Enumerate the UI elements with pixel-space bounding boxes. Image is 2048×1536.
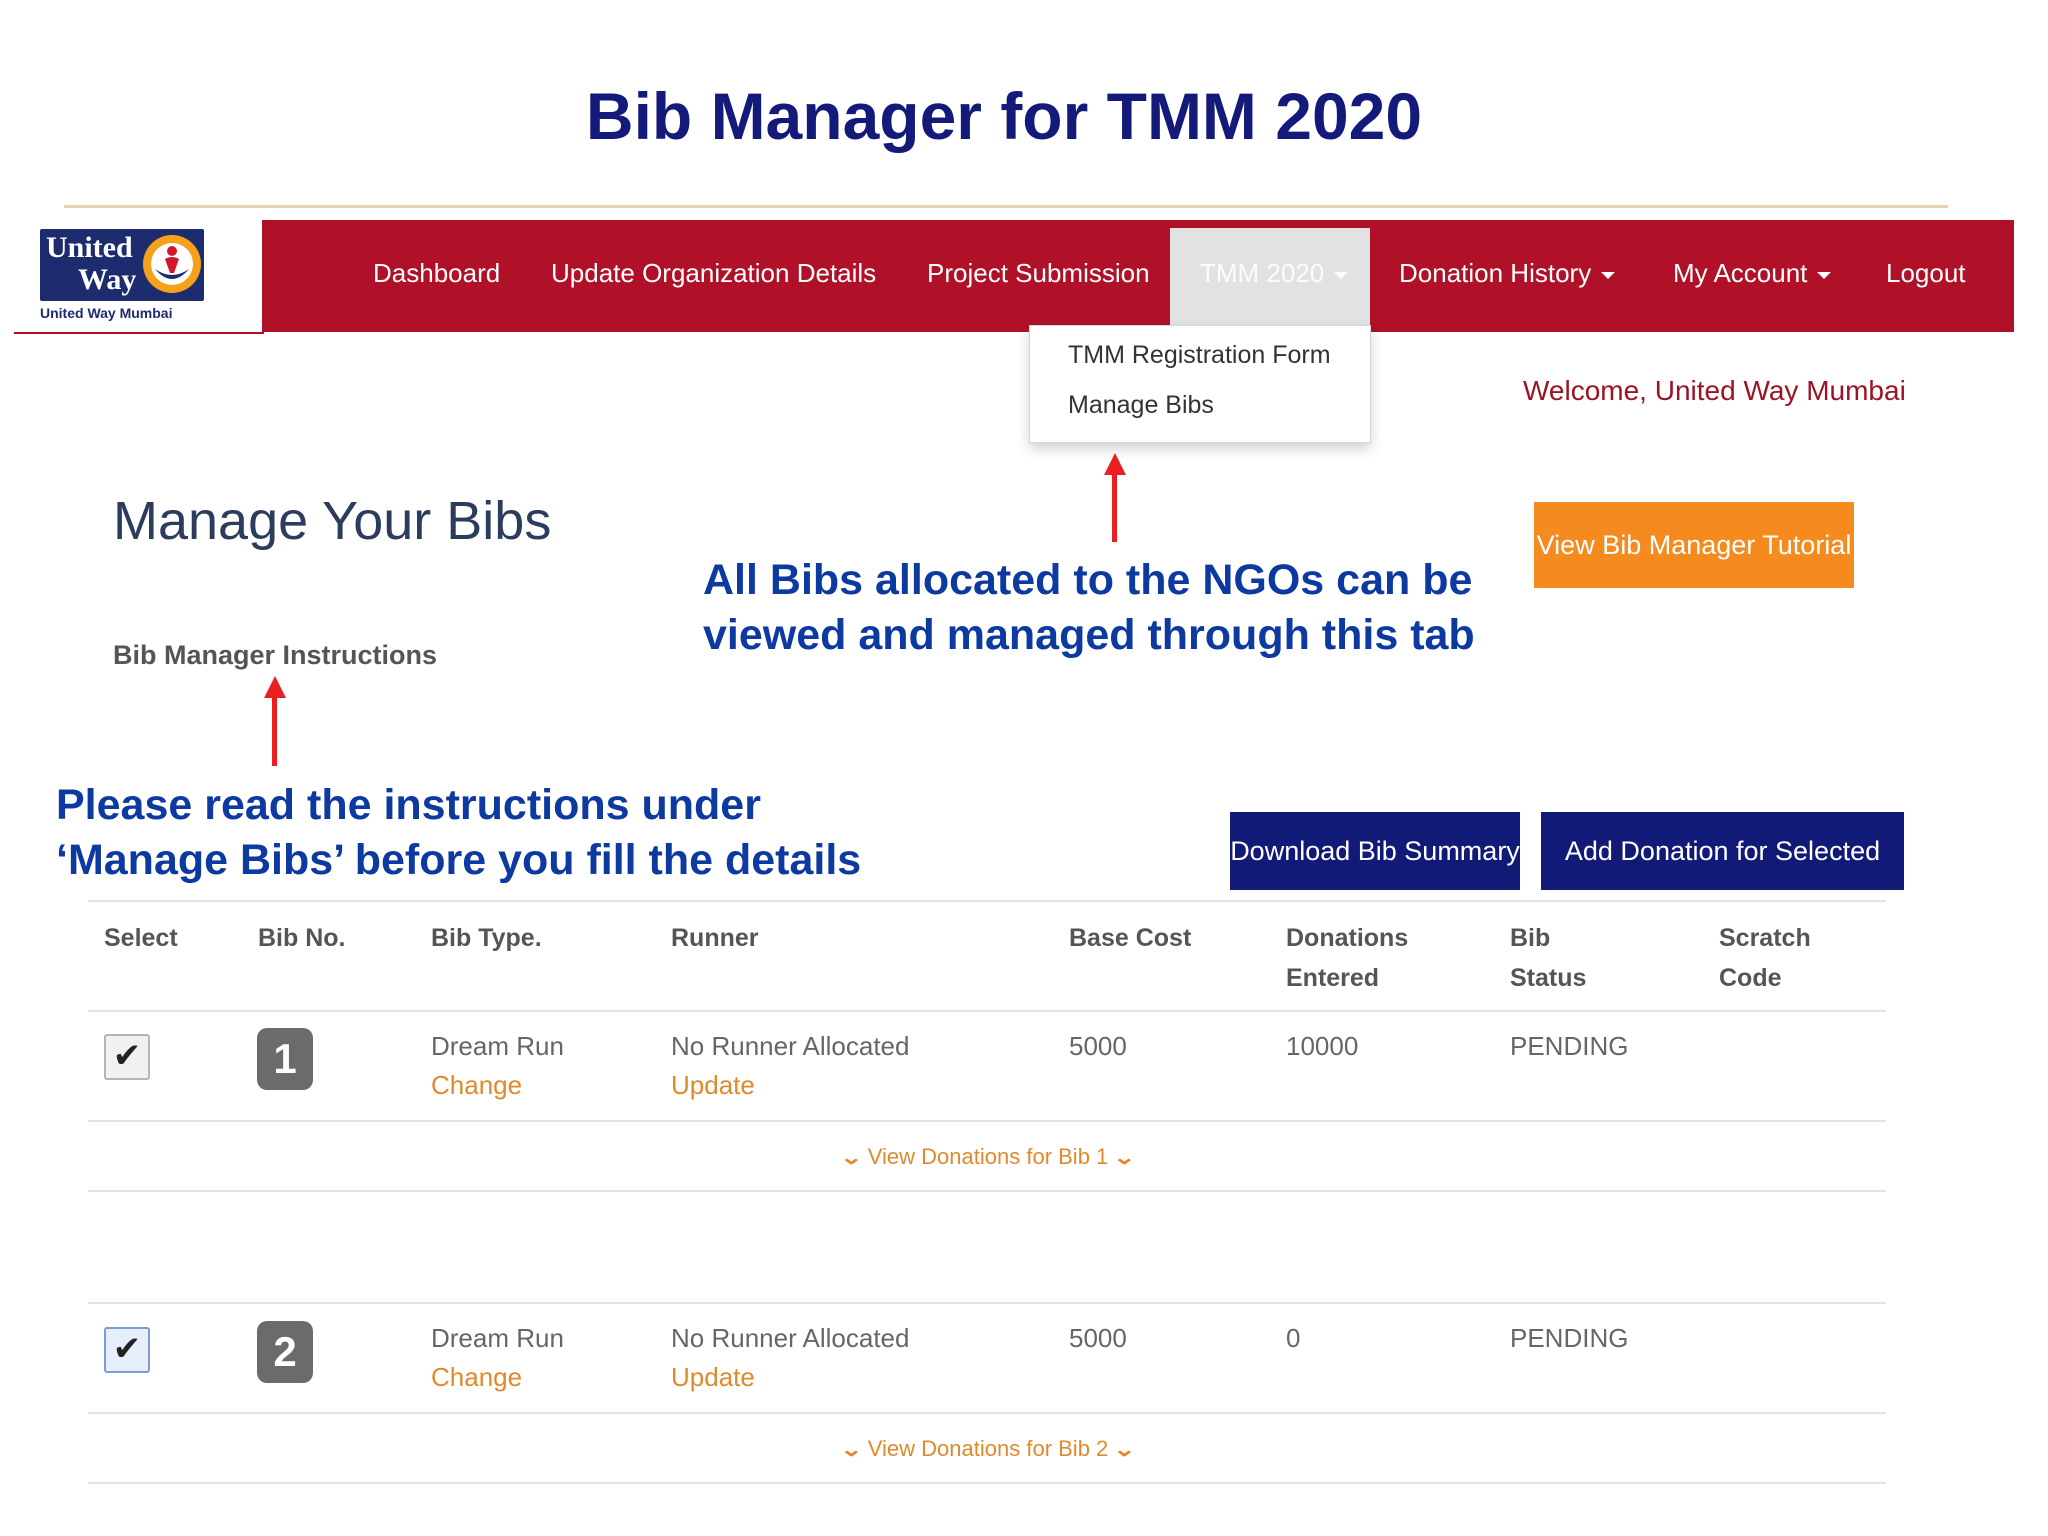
- annotation-arrow-head: [264, 676, 286, 698]
- nav-dashboard[interactable]: Dashboard: [373, 258, 501, 288]
- bib-select-checkbox[interactable]: ✔: [104, 1034, 150, 1080]
- header-donations-line2: Entered: [1286, 964, 1380, 992]
- table-divider: [88, 1190, 1886, 1192]
- header-scratch-line1: Scratch: [1719, 924, 1811, 952]
- chevron-down-icon: ⌄: [1112, 1439, 1137, 1461]
- add-donation-button[interactable]: Add Donation for Selected Bibs: [1541, 812, 1904, 944]
- bib-status: PENDING: [1510, 1323, 1629, 1353]
- caret-down-icon: [1817, 271, 1832, 279]
- nav-active-highlight: [1170, 228, 1370, 332]
- menu-item-tmm-registration-form[interactable]: TMM Registration Form: [1068, 341, 1331, 369]
- table-divider: [88, 1120, 1886, 1122]
- table-divider: [88, 1302, 1886, 1304]
- bib-select-checkbox[interactable]: ✔: [104, 1327, 150, 1373]
- logo-line1: United: [46, 231, 133, 264]
- tmm-dropdown-menu: [1029, 325, 1371, 443]
- caret-down-icon: [1601, 271, 1616, 279]
- bib-manager-instructions-link[interactable]: Bib Manager Instructions: [113, 640, 438, 670]
- logo-wordmark: United Way: [46, 232, 146, 296]
- view-tutorial-button[interactable]: View Bib Manager Tutorial: [1534, 502, 1854, 588]
- nav-my-account[interactable]: My Account: [1673, 220, 1832, 332]
- bib-number-badge: 2: [257, 1321, 313, 1383]
- header-select: Select: [104, 924, 178, 952]
- view-donations-toggle[interactable]: ⌄ View Donations for Bib 2 ⌄: [835, 1436, 1141, 1462]
- view-donations-label: View Donations for Bib 2: [867, 1436, 1109, 1461]
- header-scratch-code: Scratch Code: [1719, 918, 1811, 998]
- annotation-instructions-line1: Please read the instructions under: [56, 781, 761, 829]
- nav-donation-history[interactable]: Donation History: [1399, 220, 1616, 332]
- base-cost: 5000: [1069, 1323, 1127, 1353]
- chevron-down-icon: ⌄: [1112, 1147, 1137, 1169]
- bib-number-badge: 1: [257, 1028, 313, 1090]
- nav-my-account-label: My Account: [1673, 258, 1808, 288]
- annotation-arrow-shaft: [1112, 473, 1117, 542]
- runner-name: No Runner Allocated: [671, 1031, 910, 1061]
- bib-type: Dream Run: [431, 1031, 564, 1061]
- logo-subtitle: United Way Mumbai: [40, 305, 173, 321]
- nav-donation-history-label: Donation History: [1399, 258, 1592, 288]
- header-bib-status: Bib Status: [1510, 918, 1586, 998]
- nav-project-submission[interactable]: Project Submission: [927, 258, 1150, 288]
- nav-tmm-2020[interactable]: TMM 2020: [1200, 220, 1349, 332]
- header-scratch-line2: Code: [1719, 964, 1782, 992]
- united-way-emblem-icon: [143, 235, 201, 293]
- header-donations-line1: Donations: [1286, 924, 1409, 952]
- caret-down-icon: [1334, 271, 1349, 279]
- navbar: [262, 220, 2014, 332]
- donations-entered: 10000: [1286, 1031, 1359, 1061]
- slide-title: Bib Manager for TMM 2020: [585, 79, 1423, 153]
- divider: [64, 205, 1948, 208]
- logo-line2: Way: [78, 263, 137, 296]
- header-status-line2: Status: [1510, 964, 1587, 992]
- nav-update-organization[interactable]: Update Organization Details: [551, 258, 877, 288]
- runner-name: No Runner Allocated: [671, 1323, 910, 1353]
- view-donations-toggle[interactable]: ⌄ View Donations for Bib 1 ⌄: [835, 1144, 1141, 1170]
- welcome-message: Welcome, United Way Mumbai: [1523, 375, 1906, 406]
- update-runner-link[interactable]: Update: [671, 1362, 755, 1392]
- base-cost: 5000: [1069, 1031, 1127, 1061]
- update-runner-link[interactable]: Update: [671, 1070, 755, 1100]
- chevron-down-icon: ⌄: [839, 1147, 864, 1169]
- bib-status: PENDING: [1510, 1031, 1629, 1061]
- change-bib-type-link[interactable]: Change: [431, 1362, 523, 1392]
- download-bib-summary-button[interactable]: Download Bib Summary: [1230, 812, 1520, 890]
- annotation-tab-line2: viewed and managed through this tab: [703, 611, 1475, 659]
- header-runner: Runner: [671, 924, 759, 952]
- page-title: Manage Your Bibs: [113, 491, 552, 551]
- nav-tmm-2020-label: TMM 2020: [1200, 258, 1325, 288]
- annotation-arrow-head: [1104, 453, 1126, 475]
- annotation-instructions-line2: ‘Manage Bibs’ before you fill the detail…: [56, 836, 862, 884]
- annotation-instructions: Please read the instructions under ‘Mana…: [56, 778, 861, 888]
- annotation-tab: All Bibs allocated to the NGOs can be vi…: [703, 553, 1475, 663]
- header-status-line1: Bib: [1510, 924, 1551, 952]
- bib-type: Dream Run: [431, 1323, 564, 1353]
- change-bib-type-link[interactable]: Change: [431, 1070, 523, 1100]
- table-divider: [88, 900, 1886, 902]
- table-divider: [88, 1010, 1886, 1012]
- header-bib-type: Bib Type.: [431, 924, 542, 952]
- header-bib-no: Bib No.: [258, 924, 346, 952]
- table-divider: [88, 1482, 1886, 1484]
- chevron-down-icon: ⌄: [839, 1439, 864, 1461]
- nav-logout[interactable]: Logout: [1886, 258, 1966, 288]
- view-donations-label: View Donations for Bib 1: [867, 1144, 1109, 1169]
- menu-item-manage-bibs[interactable]: Manage Bibs: [1068, 391, 1214, 419]
- annotation-arrow-shaft: [272, 696, 277, 766]
- header-donations-entered: Donations Entered: [1286, 918, 1408, 998]
- table-divider: [88, 1412, 1886, 1414]
- annotation-tab-line1: All Bibs allocated to the NGOs can be: [703, 556, 1473, 604]
- donations-entered: 0: [1286, 1323, 1301, 1353]
- header-base-cost: Base Cost: [1069, 924, 1192, 952]
